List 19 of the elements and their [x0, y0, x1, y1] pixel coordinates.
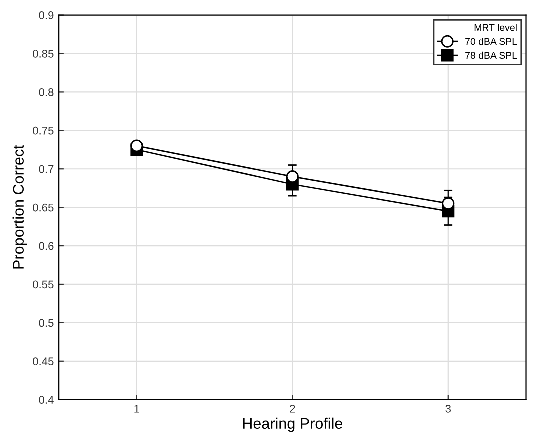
y-tick-label: 0.75 [33, 126, 54, 135]
x-tick-label: 1 [134, 405, 140, 413]
y-tick-label: 0.85 [33, 50, 54, 58]
y-tick-label: 0.5 [39, 319, 54, 328]
legend-title: MRT level [474, 24, 517, 32]
x-tick-label: 3 [446, 405, 451, 413]
y-tick-label: 0.7 [39, 165, 54, 174]
y-axis-title: Proportion Correct [12, 145, 28, 269]
y-tick-label: 0.45 [33, 358, 54, 366]
x-axis-title: Hearing Profile [243, 418, 343, 432]
x-tick-label: 2 [290, 405, 296, 413]
legend-label: 78 dBA SPL [466, 52, 518, 60]
y-tick-label: 0.8 [39, 88, 54, 96]
y-tick-label: 0.4 [39, 396, 54, 404]
y-tick-label: 0.65 [33, 204, 54, 212]
y-tick-label: 0.55 [33, 280, 54, 289]
legend-label: 70 dBA SPL [466, 38, 518, 46]
y-tick-label: 0.6 [39, 242, 54, 250]
y-tick-label: 0.9 [39, 12, 54, 20]
